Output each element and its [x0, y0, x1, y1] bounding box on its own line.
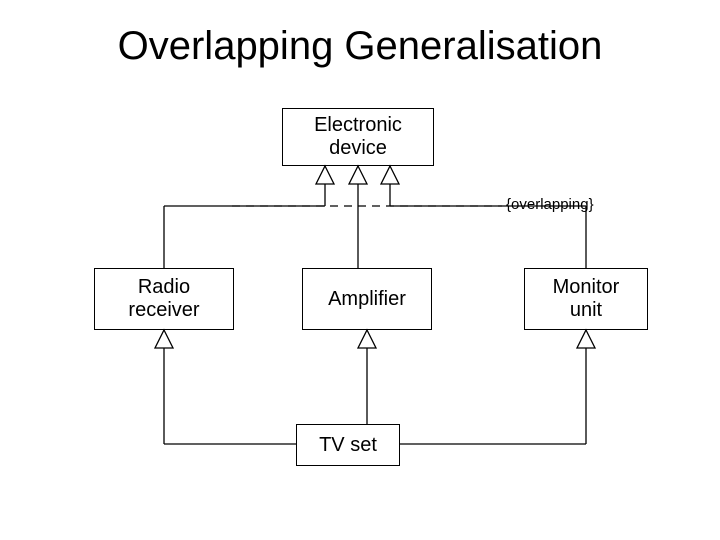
box-monitor-unit: Monitorunit	[524, 268, 648, 330]
box-label: Monitorunit	[553, 276, 620, 322]
constraint-label: {overlapping}	[506, 196, 594, 213]
box-label: Amplifier	[328, 288, 406, 311]
box-radio-receiver: Radioreceiver	[94, 268, 234, 330]
box-label: Electronicdevice	[314, 114, 402, 160]
box-label: TV set	[319, 434, 377, 457]
box-amplifier: Amplifier	[302, 268, 432, 330]
page-title: Overlapping Generalisation	[0, 24, 720, 69]
box-tv-set: TV set	[296, 424, 400, 466]
box-electronic-device: Electronicdevice	[282, 108, 434, 166]
box-label: Radioreceiver	[128, 276, 199, 322]
